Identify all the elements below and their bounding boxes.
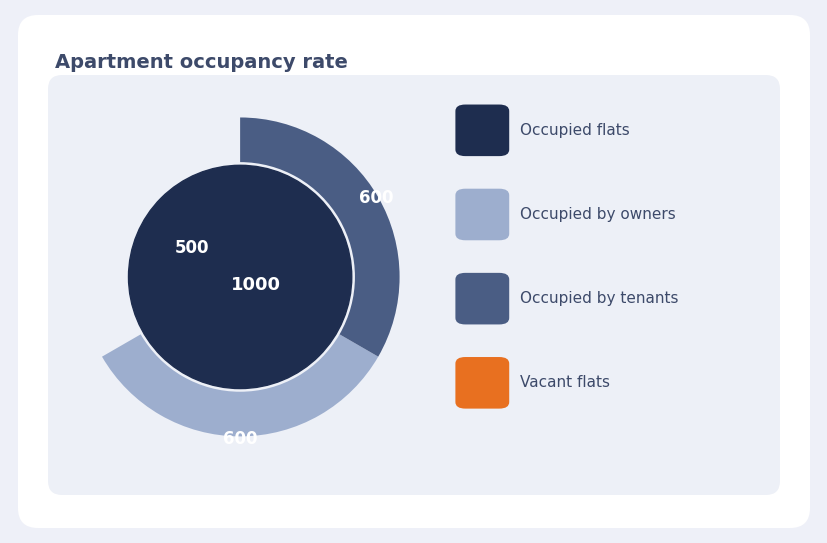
Wedge shape: [240, 117, 399, 357]
FancyBboxPatch shape: [455, 357, 509, 408]
Text: Vacant flats: Vacant flats: [519, 375, 609, 390]
Text: 500: 500: [174, 239, 209, 257]
FancyBboxPatch shape: [455, 273, 509, 324]
Text: Apartment occupancy rate: Apartment occupancy rate: [55, 53, 347, 72]
FancyBboxPatch shape: [18, 15, 809, 528]
Text: 600: 600: [222, 430, 257, 448]
Wedge shape: [102, 334, 378, 437]
Text: 600: 600: [359, 189, 394, 207]
Text: Occupied flats: Occupied flats: [519, 123, 629, 138]
FancyBboxPatch shape: [455, 188, 509, 240]
Text: Occupied by owners: Occupied by owners: [519, 207, 675, 222]
Circle shape: [128, 165, 351, 389]
FancyBboxPatch shape: [455, 104, 509, 156]
Text: 1000: 1000: [231, 276, 280, 294]
FancyBboxPatch shape: [48, 75, 779, 495]
Text: Occupied by tenants: Occupied by tenants: [519, 291, 677, 306]
